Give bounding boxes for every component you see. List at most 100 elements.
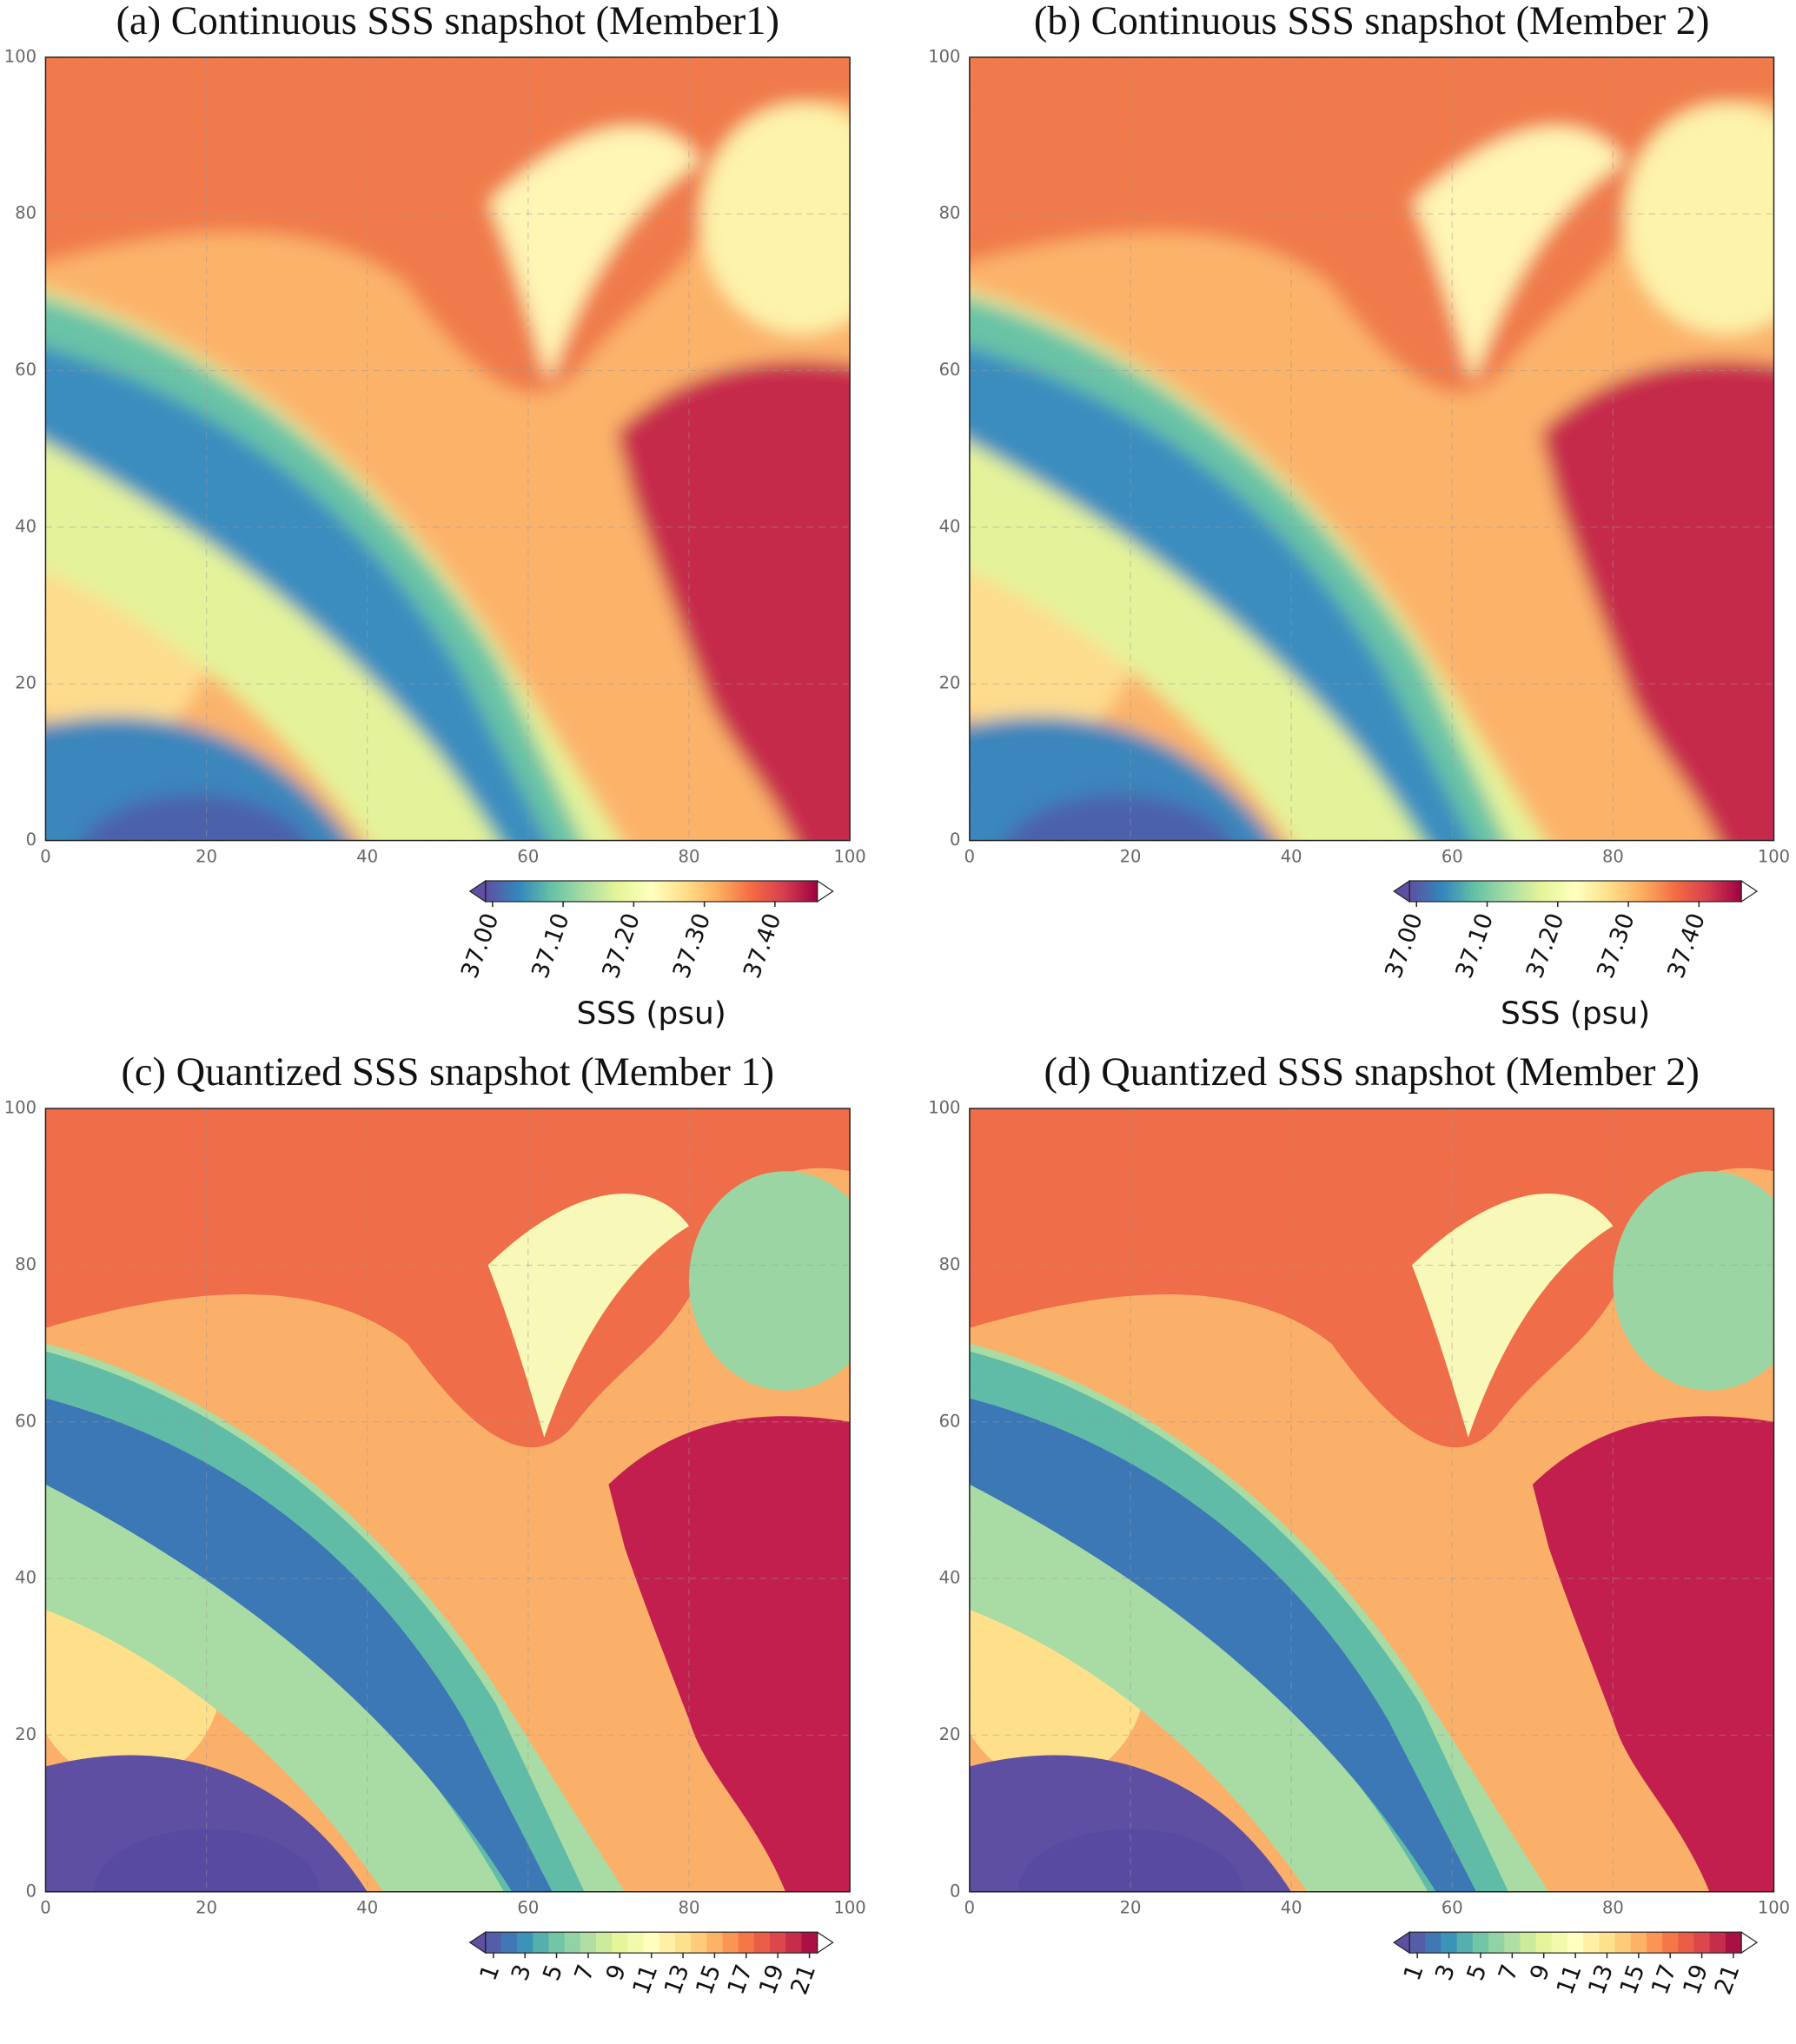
colorbar-cell <box>693 880 697 902</box>
colorbar-cell <box>564 1932 581 1954</box>
colorbar-cell <box>738 1932 755 1954</box>
heatmap <box>45 56 851 841</box>
colorbar-cell <box>517 1932 533 1954</box>
heatmap <box>45 1108 851 1892</box>
colorbar-cell <box>1501 880 1504 902</box>
colorbar-cell <box>1431 880 1435 902</box>
y-tick-label: 40 <box>15 1568 36 1588</box>
colorbar-cell <box>673 880 677 902</box>
colorbar-cell <box>1709 1932 1726 1954</box>
colorbar-cell <box>1669 880 1673 902</box>
x-tick-label: 80 <box>1602 1898 1624 1918</box>
x-tick-label: 80 <box>679 1898 700 1918</box>
colorbar-cell <box>557 880 561 902</box>
colorbar-tick-label: 5 <box>1462 1961 1493 1984</box>
colorbar-cell <box>812 880 816 902</box>
colorbar-cell <box>670 880 674 902</box>
colorbar-frame <box>485 880 818 903</box>
colorbar-tick-label: 13 <box>1583 1961 1619 1998</box>
colorbar-cell <box>552 880 555 902</box>
colorbar-cell <box>1658 880 1662 902</box>
colorbar-extend <box>1393 879 1410 903</box>
colorbar-cell <box>737 880 741 902</box>
colorbar-cell <box>1644 880 1648 902</box>
colorbar-cell <box>734 880 738 902</box>
colorbar-cell <box>580 1932 597 1954</box>
colorbar-cell <box>515 880 520 902</box>
colorbar-cell <box>770 880 774 902</box>
colorbar-cell <box>803 880 807 902</box>
colorbar-tick-label: 21 <box>1710 1961 1746 1998</box>
colorbar-tick-label: 9 <box>601 1961 632 1984</box>
colorbar-cell <box>1630 880 1634 902</box>
colorbar-cell <box>809 880 812 902</box>
colorbar-tick-label: 37.10 <box>527 910 575 982</box>
colorbar-cell <box>618 880 622 902</box>
colorbar-cell <box>1622 880 1626 902</box>
colorbar-extend <box>1740 1931 1759 1955</box>
colorbar-cell <box>1555 880 1560 902</box>
colorbar-extend <box>468 879 487 903</box>
y-tick-label: 40 <box>939 516 961 536</box>
colorbar-cell <box>1520 880 1524 902</box>
colorbar-cell <box>566 880 569 902</box>
colorbar-cell <box>532 880 536 902</box>
colorbar-cell <box>695 880 699 902</box>
colorbar-cell <box>596 1932 613 1954</box>
colorbar-cell <box>1412 880 1416 902</box>
x-tick-label: 80 <box>679 847 700 867</box>
y-tick-label: 0 <box>950 830 960 850</box>
colorbar-cell <box>700 880 705 902</box>
colorbar-cell <box>582 880 586 902</box>
colorbar-cell <box>726 880 730 902</box>
colorbar-cell <box>1535 1932 1553 1954</box>
colorbar-tick-label: 5 <box>538 1961 568 1984</box>
colorbar-cell <box>1646 1932 1663 1954</box>
colorbar-cell <box>632 880 636 902</box>
colorbar-extend <box>468 1931 487 1955</box>
colorbar-cell <box>761 880 765 902</box>
colorbar-cell <box>548 880 553 902</box>
colorbar-cell <box>800 880 805 902</box>
colorbar-cell <box>613 880 616 902</box>
x-tick-label: 0 <box>964 1898 975 1918</box>
colorbar-cell <box>585 880 589 902</box>
colorbar-cell <box>1660 880 1665 902</box>
colorbar-cell <box>540 880 545 902</box>
colorbar-cell <box>1650 880 1654 902</box>
colorbar-cell <box>714 880 719 902</box>
colorbar-cell <box>1467 880 1471 902</box>
colorbar-cell <box>1423 880 1427 902</box>
colorbar-cell <box>1589 880 1593 902</box>
colorbar-cell <box>1583 1932 1600 1954</box>
colorbar-cell <box>759 880 763 902</box>
colorbar-cell <box>1633 880 1637 902</box>
y-tick-label: 40 <box>15 516 36 536</box>
colorbar-cell <box>640 880 644 902</box>
colorbar-tick-label: 1 <box>474 1961 505 1984</box>
colorbar-tick-label: 7 <box>1494 1961 1524 1984</box>
y-tick-label: 60 <box>15 1411 36 1431</box>
x-tick-label: 20 <box>196 1898 217 1918</box>
x-tick-label: 100 <box>833 1898 865 1918</box>
colorbar-cell <box>745 880 749 902</box>
colorbar-cell <box>690 880 694 902</box>
colorbar-cell <box>521 880 525 902</box>
colorbar-cell <box>1641 880 1646 902</box>
colorbar-cell <box>704 880 707 902</box>
colorbar-cell <box>781 880 785 902</box>
y-tick-label: 20 <box>15 673 36 693</box>
colorbar-label: SSS (psu) <box>1501 996 1650 1032</box>
colorbar-tick-label: 37.00 <box>1380 910 1428 982</box>
colorbar-cell <box>674 1932 692 1954</box>
colorbar-cell <box>1655 880 1660 902</box>
colorbar-cell <box>560 880 564 902</box>
colorbar-cell <box>604 880 608 902</box>
colorbar-cell <box>1721 880 1726 902</box>
colorbar-cell <box>665 880 669 902</box>
colorbar-cell <box>728 880 732 902</box>
colorbar-cell <box>1534 880 1538 902</box>
colorbar-cell <box>667 880 672 902</box>
colorbar-cell <box>756 880 760 902</box>
colorbar-tick-label: 21 <box>785 1961 821 1998</box>
